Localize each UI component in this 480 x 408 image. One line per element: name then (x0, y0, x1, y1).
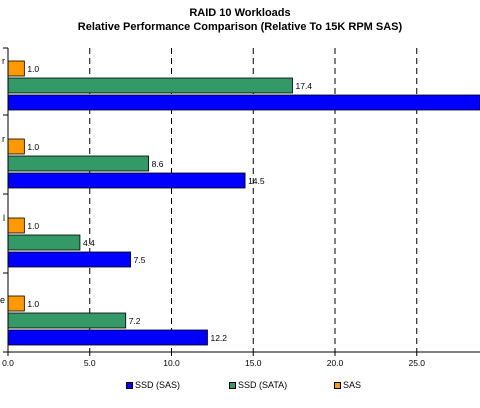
category-label: r (2, 56, 5, 66)
data-label: 14.5 (248, 176, 265, 186)
legend-swatch-ssd-sas (126, 381, 133, 389)
legend-label-ssd-sata: SSD (SATA) (238, 380, 288, 390)
chart-subtitle: Relative Performance Comparison (Relativ… (77, 21, 403, 33)
legend-swatch-ssd-sata (229, 381, 236, 389)
x-tick-label: 20.0 (327, 358, 344, 368)
category-label: l (3, 213, 5, 223)
bar (7, 234, 81, 251)
x-tick-label: 10.0 (163, 358, 180, 368)
data-label: 7.2 (129, 316, 141, 326)
data-label: 17.4 (295, 81, 312, 91)
bar (7, 155, 150, 172)
x-tick-label: 5.0 (84, 358, 96, 368)
data-label: 4.4 (83, 238, 95, 248)
bar (7, 295, 25, 312)
legend-item-sas: SAS (334, 380, 361, 390)
data-label: 1.0 (27, 221, 39, 231)
data-label: 12.2 (210, 333, 227, 343)
bar (7, 138, 25, 155)
bar (7, 217, 25, 234)
legend-label-ssd-sas: SSD (SAS) (135, 380, 181, 390)
bar (7, 329, 208, 346)
x-tick-label: 15.0 (245, 358, 262, 368)
bar (7, 60, 25, 77)
category-label: e (0, 295, 5, 305)
legend-item-ssd-sas: SSD (SAS) (126, 380, 180, 390)
legend-label-sas: SAS (343, 380, 362, 390)
category-label: r (2, 134, 5, 144)
legend-item-ssd-sata: SSD (SATA) (229, 380, 287, 390)
chart-title: RAID 10 Workloads (189, 7, 291, 19)
data-label: 7.5 (134, 255, 146, 265)
bar (7, 94, 480, 111)
data-label: 1.0 (27, 142, 39, 152)
bar (7, 251, 132, 268)
bar (7, 172, 246, 189)
x-tick-label: 0.0 (2, 358, 14, 368)
data-label: 8.6 (152, 159, 164, 169)
legend-swatch-sas (334, 381, 341, 389)
bar (7, 77, 293, 94)
x-tick-label: 25.0 (408, 358, 425, 368)
bar (7, 312, 127, 329)
data-label: 1.0 (27, 64, 39, 74)
data-label: 1.0 (27, 299, 39, 309)
